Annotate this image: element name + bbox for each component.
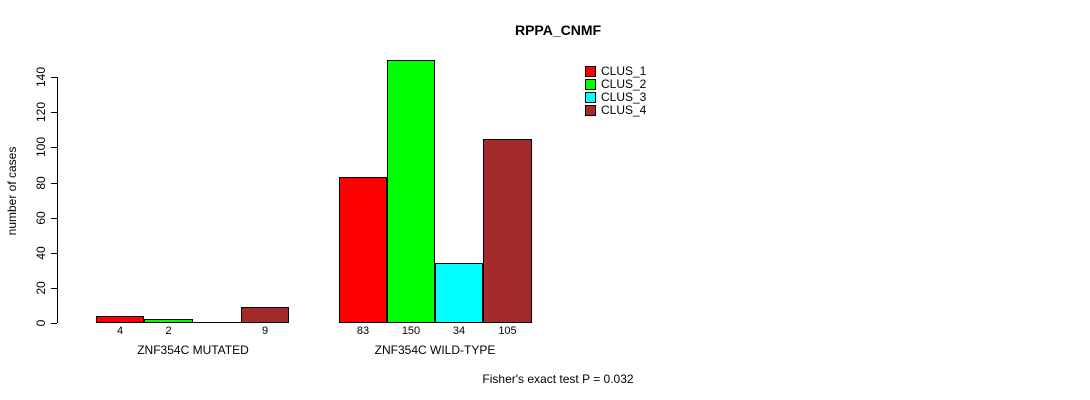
legend: CLUS_1 CLUS_2 CLUS_3 CLUS_4: [585, 65, 646, 117]
y-tick-label: 100: [34, 136, 48, 158]
bar-clus_3-group2: [435, 263, 483, 323]
bar-count-label: 83: [356, 325, 370, 337]
y-tick-label: 0: [34, 319, 48, 327]
bar-clus_3-group1-zero: [193, 322, 241, 323]
legend-label: CLUS_4: [601, 103, 647, 117]
fishers-test-annotation: Fisher's exact test P = 0.032: [482, 372, 634, 386]
bar-clus_4-group1: [241, 307, 289, 323]
bar-count-label: 34: [452, 325, 466, 337]
legend-item-clus_3: CLUS_3: [585, 91, 646, 104]
y-tick-mark: [51, 288, 57, 289]
y-tick-mark: [51, 323, 57, 324]
y-tick-mark: [51, 218, 57, 219]
y-axis-label: number of cases: [5, 146, 19, 236]
legend-swatch-icon: [585, 92, 596, 103]
bar-count-label: 2: [165, 325, 172, 337]
bar-clus_4-group2: [483, 139, 532, 323]
legend-label: CLUS_1: [601, 64, 647, 78]
y-tick-mark: [51, 77, 57, 78]
legend-item-clus_2: CLUS_2: [585, 78, 646, 91]
bar-count-label: 9: [261, 325, 269, 337]
y-tick-label: 60: [34, 211, 48, 225]
y-tick-label: 140: [34, 66, 48, 88]
bar-count-label: 150: [401, 325, 421, 337]
chart-title: RPPA_CNMF: [514, 22, 602, 38]
bar-count-label: 105: [498, 325, 517, 337]
legend-swatch-icon: [585, 79, 596, 90]
bar-clus_2-group2: [387, 60, 435, 323]
y-tick-label: 40: [34, 246, 48, 260]
y-axis-line: [57, 77, 58, 323]
x-axis-category-label: ZNF354C MUTATED: [137, 343, 249, 357]
legend-swatch-icon: [585, 105, 596, 116]
legend-item-clus_1: CLUS_1: [585, 65, 646, 78]
y-tick-mark: [51, 147, 57, 148]
legend-label: CLUS_2: [601, 77, 647, 91]
y-tick-mark: [51, 183, 57, 184]
bar-clus_1-group1: [96, 316, 144, 323]
y-tick-label: 20: [34, 281, 48, 295]
bar-count-label: 4: [116, 325, 124, 337]
x-axis-category-label: ZNF354C WILD-TYPE: [374, 343, 496, 357]
legend-label: CLUS_3: [601, 90, 647, 104]
bar-clus_2-group1: [144, 319, 193, 323]
legend-item-clus_4: CLUS_4: [585, 104, 646, 117]
y-tick-label: 80: [34, 176, 48, 190]
y-tick-mark: [51, 253, 57, 254]
y-tick-label: 120: [34, 101, 48, 123]
bar-clus_1-group2: [339, 177, 387, 323]
y-tick-mark: [51, 112, 57, 113]
legend-swatch-icon: [585, 66, 596, 77]
